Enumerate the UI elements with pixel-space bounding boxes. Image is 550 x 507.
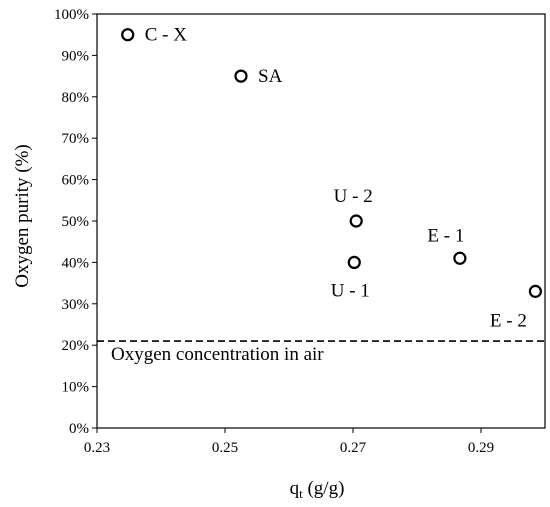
x-tick-label: 0.25 [212,440,238,456]
data-point [347,255,361,269]
point-label: SA [258,66,283,87]
data-points: C - X SA U - 2 U - 1 E - 1 E - 2 [121,25,543,331]
x-tick-label: 0.27 [340,440,367,456]
plot-frame [96,13,546,429]
point-label: E - 2 [490,310,527,331]
y-tick-label: 90% [62,48,90,64]
y-tick-label: 0% [69,421,89,437]
y-axis-title: Oxygen purity (%) [12,144,33,288]
point-label: U - 1 [331,280,370,301]
y-tick-label: 20% [62,338,90,354]
y-tick-label: 10% [62,380,90,396]
data-point [453,251,467,265]
y-tick-label: 100% [54,7,89,23]
y-tick-label: 40% [62,255,90,271]
x-axis-ticks: 0.23 0.25 0.27 0.29 [84,428,494,456]
x-axis-title: qt (g/g) [290,478,345,501]
x-tick-label: 0.23 [84,440,110,456]
point-label: E - 1 [427,225,464,246]
reference-line-label: Oxygen concentration in air [111,344,324,365]
y-tick-label: 60% [62,173,90,189]
reference-line-group: Oxygen concentration in air [97,340,545,365]
x-tick-label: 0.29 [468,440,494,456]
y-tick-label: 70% [62,131,90,147]
point-label: C - X [145,25,188,46]
y-tick-label: 50% [62,214,90,230]
y-tick-label: 80% [62,90,90,106]
y-axis-ticks: 0% 10% 20% 30% 40% 50% 60% 70% 80% 90% 100% [54,7,97,437]
y-tick-label: 30% [62,297,90,313]
data-point [349,214,363,228]
point-label: U - 2 [334,186,373,207]
data-point [234,69,248,83]
axes [96,13,546,429]
data-point [528,284,543,298]
data-point [121,28,135,42]
